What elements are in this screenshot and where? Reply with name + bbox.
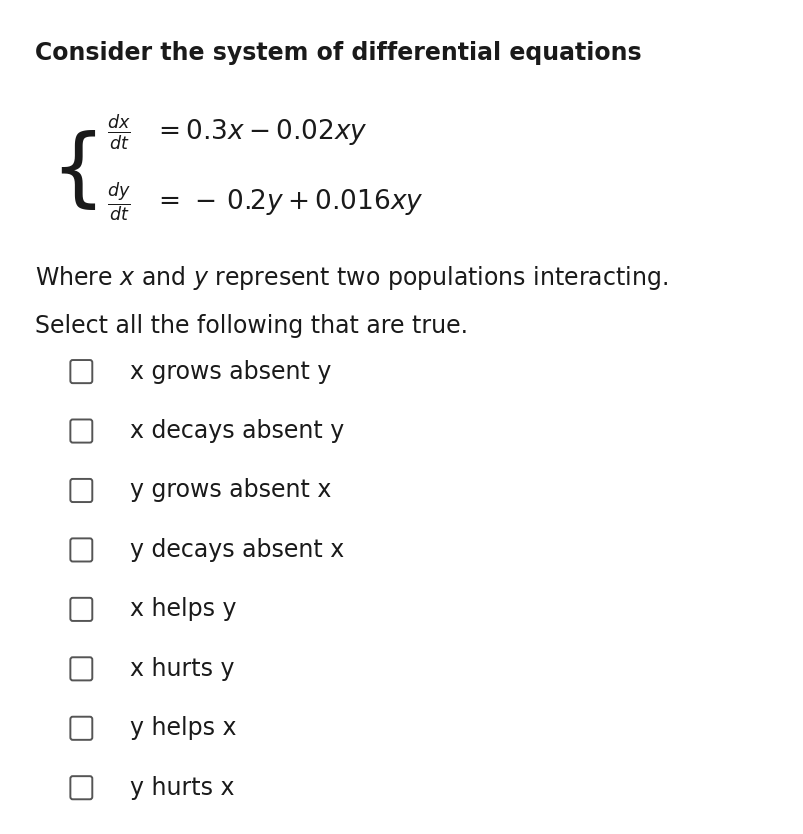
FancyBboxPatch shape <box>71 539 92 561</box>
FancyBboxPatch shape <box>71 479 92 502</box>
Text: y hurts x: y hurts x <box>129 776 234 800</box>
FancyBboxPatch shape <box>71 716 92 740</box>
FancyBboxPatch shape <box>71 360 92 383</box>
Text: {: { <box>50 130 104 213</box>
Text: x helps y: x helps y <box>129 597 236 621</box>
Text: $= 0.3x - 0.02xy$: $= 0.3x - 0.02xy$ <box>153 117 367 147</box>
Text: y helps x: y helps x <box>129 716 236 741</box>
Text: Where $x$ and $y$ represent two populations interacting.: Where $x$ and $y$ represent two populati… <box>35 264 666 292</box>
Text: y grows absent x: y grows absent x <box>129 479 331 502</box>
FancyBboxPatch shape <box>71 420 92 443</box>
FancyBboxPatch shape <box>71 776 92 799</box>
FancyBboxPatch shape <box>71 598 92 621</box>
Text: $=\, -\, 0.2y + 0.016xy$: $=\, -\, 0.2y + 0.016xy$ <box>153 188 423 218</box>
Text: x grows absent y: x grows absent y <box>129 359 331 384</box>
Text: $\frac{dx}{dt}$: $\frac{dx}{dt}$ <box>107 113 130 152</box>
Text: x hurts y: x hurts y <box>129 657 234 681</box>
Text: y decays absent x: y decays absent x <box>129 538 344 562</box>
Text: $\frac{dy}{dt}$: $\frac{dy}{dt}$ <box>107 181 130 224</box>
Text: Select all the following that are true.: Select all the following that are true. <box>35 314 467 338</box>
FancyBboxPatch shape <box>71 657 92 681</box>
Text: Consider the system of differential equations: Consider the system of differential equa… <box>35 42 641 65</box>
Text: x decays absent y: x decays absent y <box>129 419 344 443</box>
